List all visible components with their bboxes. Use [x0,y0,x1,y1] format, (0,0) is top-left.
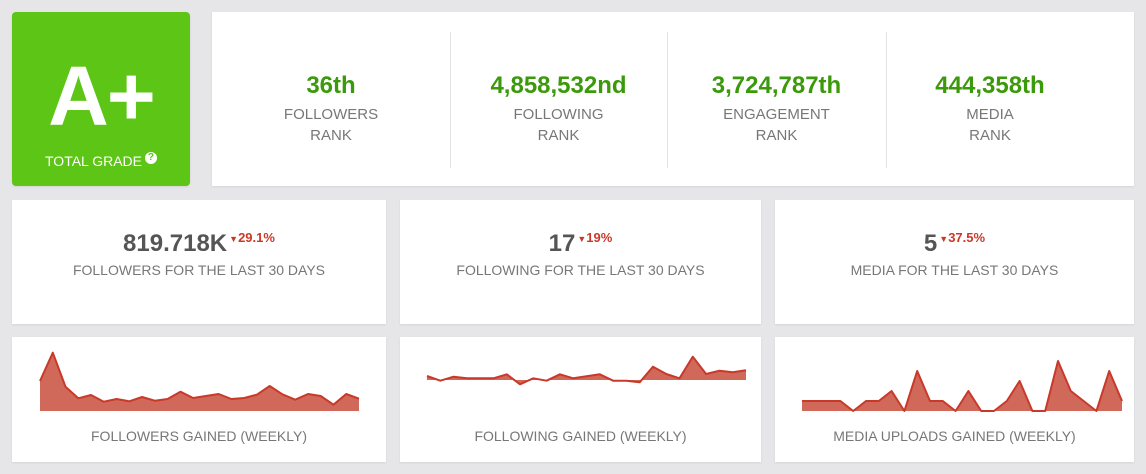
stat-label: FOLLOWERS FOR THE LAST 30 DAYS [72,262,326,278]
rank-label: FOLLOWERS RANK [283,106,379,144]
following-30d-card: 17 ▼19% FOLLOWING FOR THE LAST 30 DAYS [400,200,761,324]
caret-down-icon: ▼ [939,234,949,244]
total-grade-card: A+ TOTAL GRADE? [12,12,190,186]
rank-followers: 36th FOLLOWERS RANK [212,12,450,186]
question-circle-icon[interactable]: ? [144,152,157,164]
sparkline-line [39,351,360,406]
rank-value: 36th [306,72,356,99]
stat-value: 5 [923,230,938,257]
chart-title: FOLLOWING GAINED (WEEKLY) [474,428,687,444]
stat-label: FOLLOWING FOR THE LAST 30 DAYS [456,262,705,278]
media-gained-chart: MEDIA UPLOADS GAINED (WEEKLY) [775,337,1134,462]
rank-label: MEDIA RANK [966,106,1014,144]
sparkline-line [802,360,1123,412]
following-gained-chart: FOLLOWING GAINED (WEEKLY) [400,337,761,462]
stat-label: MEDIA FOR THE LAST 30 DAYS [850,262,1059,278]
rank-engagement: 3,724,787th ENGAGEMENT RANK [667,12,886,186]
sparkline-area [427,356,746,385]
followers-sparkline [39,351,360,411]
caret-down-icon: ▼ [577,234,587,244]
rank-value: 444,358th [935,72,1045,99]
grade-label: TOTAL GRADE [45,153,142,169]
ranks-card: 36th FOLLOWERS RANK 4,858,532nd FOLLOWING… [212,12,1134,186]
stat-value: 17 [548,230,576,257]
rank-media: 444,358th MEDIA RANK [886,12,1094,186]
change-badge: ▼29.1% [229,230,275,245]
stat-value: 819.718K [123,230,228,257]
following-sparkline [426,355,747,386]
chart-title: FOLLOWERS GAINED (WEEKLY) [91,428,307,444]
divider [667,32,668,168]
rank-label: ENGAGEMENT RANK [723,106,830,144]
followers-gained-chart: FOLLOWERS GAINED (WEEKLY) [12,337,386,462]
caret-down-icon: ▼ [229,234,239,244]
chart-title: MEDIA UPLOADS GAINED (WEEKLY) [833,428,1076,444]
rank-label: FOLLOWING RANK [513,106,604,144]
divider [886,32,887,168]
sparkline-area [802,361,1122,411]
grade-value: A+ [48,49,156,143]
sparkline-line [426,355,747,386]
media-sparkline [802,360,1123,412]
media-30d-card: 5 ▼37.5% MEDIA FOR THE LAST 30 DAYS [775,200,1134,324]
sparkline-area [40,352,359,411]
change-badge: ▼19% [577,230,613,245]
rank-value: 3,724,787th [711,72,842,99]
divider [450,32,451,168]
change-badge: ▼37.5% [939,230,986,245]
rank-value: 4,858,532nd [490,72,627,99]
rank-following: 4,858,532nd FOLLOWING RANK [450,12,667,186]
followers-30d-card: 819.718K ▼29.1% FOLLOWERS FOR THE LAST 30… [12,200,386,324]
